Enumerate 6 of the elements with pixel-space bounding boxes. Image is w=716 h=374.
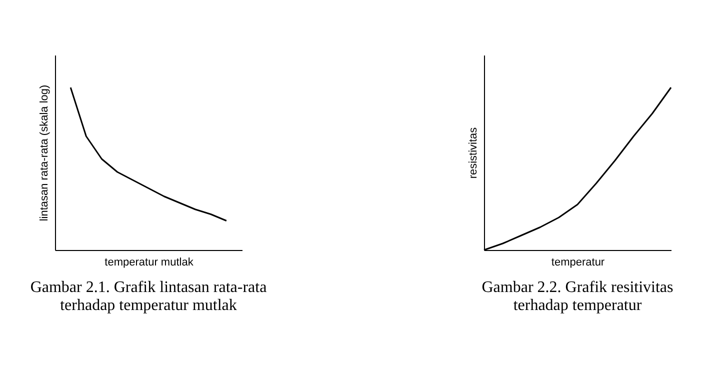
text: Gambar 2.2. Grafik resitivitas terhadap temperatur (482, 279, 674, 314)
y-axis-title: lintasan rata-rata (skala log) (38, 84, 50, 222)
x-axis-title: temperatur mutlak (104, 256, 194, 268)
text: Gambar 2.1. Grafik lintasan rata-rata terhadap temperatur mutlak (30, 279, 267, 314)
x-axis-title: temperatur (551, 256, 605, 268)
y-axis-title: resistivitas (468, 126, 480, 179)
